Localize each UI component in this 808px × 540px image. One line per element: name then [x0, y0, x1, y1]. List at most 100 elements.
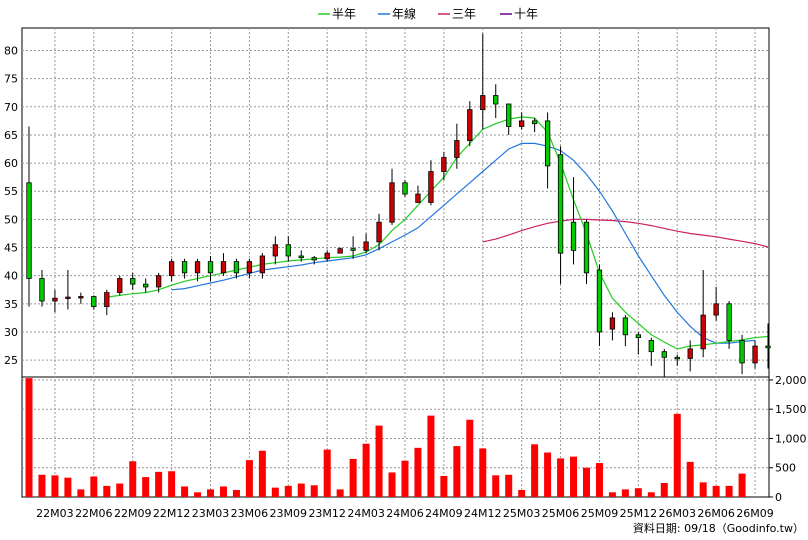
x-tick-label: 22M06	[75, 507, 113, 520]
volume-bar	[181, 486, 189, 497]
volume-tick-label: 1,500	[775, 403, 807, 416]
candle-body	[648, 340, 654, 353]
volume-bar	[738, 473, 746, 497]
candle-body	[480, 95, 486, 111]
volume-bar	[310, 485, 318, 497]
candle-body	[583, 221, 590, 274]
volume-bar	[362, 443, 370, 497]
candle-body	[143, 283, 149, 288]
volume-bar	[51, 475, 59, 497]
candles	[26, 33, 771, 377]
volume-bar	[349, 458, 357, 497]
volume-bar	[582, 467, 590, 497]
candle-body	[350, 248, 356, 251]
volume-bar	[219, 486, 227, 497]
x-tick-label: 24M03	[347, 507, 385, 520]
candle-body	[493, 95, 499, 105]
candle-body	[726, 303, 732, 341]
price-tick-label: 60	[4, 157, 18, 170]
candle-body	[26, 182, 32, 279]
volume-bar	[336, 489, 344, 497]
candle-body	[519, 120, 525, 127]
candle-body	[39, 278, 45, 302]
volume-bar	[207, 489, 215, 497]
x-tick-label: 25M06	[542, 507, 580, 520]
candle-body	[765, 345, 771, 349]
volume-bar	[518, 489, 526, 497]
candle-body	[635, 334, 642, 338]
volume-tick-label: 500	[775, 462, 796, 475]
candle-body	[117, 278, 123, 293]
volume-bar	[621, 489, 629, 497]
volume-bar	[77, 489, 85, 497]
candle-body	[570, 221, 577, 251]
candle-body	[65, 296, 71, 299]
volume-bar	[608, 492, 616, 497]
candle-body	[544, 120, 551, 167]
volume-bar	[660, 482, 668, 497]
candle-body	[233, 261, 240, 274]
candle-body	[285, 244, 291, 257]
price-tick-label: 45	[4, 242, 18, 255]
volume-tick-label: 0	[775, 491, 782, 504]
candle-body	[506, 103, 512, 127]
volume-bar	[271, 487, 279, 497]
price-tick-label: 65	[4, 129, 18, 142]
candle-body	[402, 182, 408, 195]
volume-bar	[38, 474, 46, 497]
legend-label-2: 年線	[392, 6, 416, 21]
candle-body	[272, 244, 278, 257]
x-tick-label: 26M06	[697, 507, 735, 520]
candle-body	[389, 182, 395, 223]
volume-bar	[401, 460, 409, 497]
moving-average-lines	[106, 116, 769, 350]
candle-body	[168, 261, 175, 277]
candle-body	[130, 278, 136, 285]
candle-body	[596, 269, 603, 333]
price-tick-label: 35	[4, 298, 18, 311]
gridlines	[22, 28, 769, 497]
candle-body	[622, 317, 629, 336]
candle-body	[104, 292, 110, 308]
volume-bar	[479, 448, 487, 497]
x-tick-label: 26M03	[658, 507, 696, 520]
candle-body	[441, 157, 447, 172]
volume-bar	[25, 378, 33, 497]
candle-body	[687, 348, 693, 359]
volume-bar	[595, 463, 603, 497]
volume-bar	[570, 456, 578, 497]
volume-bar	[531, 444, 539, 497]
volume-bar	[686, 461, 694, 497]
legend: 半年 年線 三年 十年	[318, 6, 538, 21]
candle-body	[246, 261, 253, 274]
volume-bar	[194, 492, 202, 497]
volume-bar	[297, 483, 305, 497]
candle-body	[324, 252, 330, 260]
volume-bar	[258, 450, 266, 497]
volume-bar	[712, 485, 720, 497]
x-tick-label: 24M06	[386, 507, 424, 520]
candle-body	[739, 340, 745, 364]
candle-body	[194, 261, 201, 274]
x-tick-label: 22M12	[153, 507, 191, 520]
x-axis: 22M03 22M06 22M09 22M12 23M03 23M06 23M09 23M12…	[36, 507, 774, 520]
volume-bar	[232, 489, 240, 497]
volume-bar	[492, 475, 500, 497]
price-tick-label: 55	[4, 185, 18, 198]
candle-body	[376, 221, 382, 243]
volume-bar	[725, 485, 733, 497]
legend-label-1: 半年	[332, 7, 356, 21]
credit-label: 資料日期: 09/18（Goodinfo.tw）	[633, 521, 804, 535]
volume-bar	[245, 460, 253, 497]
volume-bar	[116, 483, 124, 497]
candle-body	[415, 193, 421, 203]
candle-body	[454, 140, 460, 158]
candle-body	[609, 317, 616, 330]
candle-body	[207, 261, 214, 274]
volume-tick-label: 1,000	[775, 432, 807, 445]
ma-year-line	[171, 142, 756, 344]
x-tick-label: 23M06	[231, 507, 269, 520]
candle-body	[700, 314, 706, 350]
candle-body	[674, 356, 680, 360]
